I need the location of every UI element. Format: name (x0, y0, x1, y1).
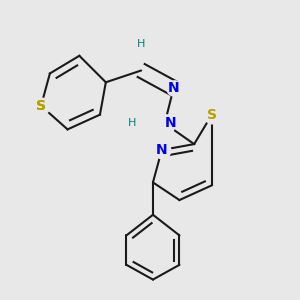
Text: N: N (156, 143, 168, 157)
Text: S: S (36, 99, 46, 113)
Text: N: N (168, 81, 179, 95)
Text: S: S (36, 99, 46, 113)
Text: H: H (137, 39, 146, 49)
Text: N: N (165, 116, 176, 130)
Text: S: S (207, 108, 217, 122)
Text: H: H (128, 118, 136, 128)
